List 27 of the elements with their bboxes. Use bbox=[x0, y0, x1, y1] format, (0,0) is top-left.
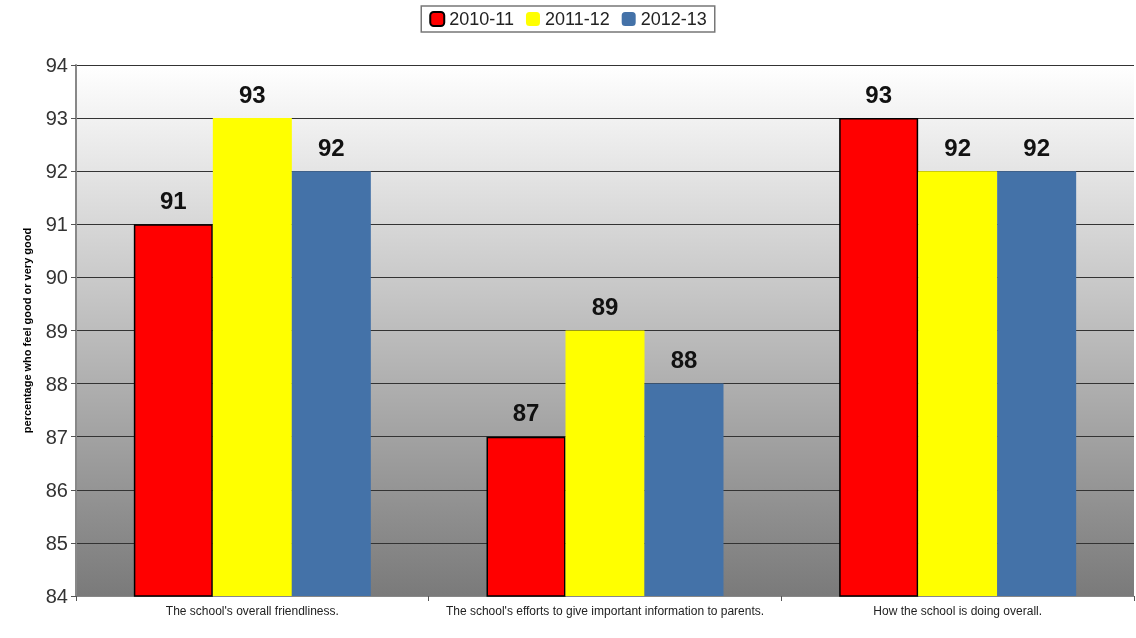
y-tick-label: 93 bbox=[45, 107, 68, 130]
data-label: 92 bbox=[1023, 133, 1051, 161]
data-label: 92 bbox=[317, 133, 345, 161]
data-label: 89 bbox=[591, 293, 619, 320]
data-label: 87 bbox=[512, 399, 540, 427]
data-label: 92 bbox=[944, 133, 972, 161]
y-tick-label: 85 bbox=[45, 531, 68, 554]
x-tick-label: The school's overall friendliness. bbox=[165, 604, 339, 618]
legend-label: 2010-11 bbox=[449, 9, 514, 29]
y-tick-label: 86 bbox=[45, 478, 68, 501]
legend-label: 2011-12 bbox=[544, 9, 610, 29]
y-tick-label: 90 bbox=[45, 266, 68, 289]
y-axis-title: percentage who feel good or very good bbox=[20, 227, 33, 434]
y-tick-label: 88 bbox=[45, 372, 68, 395]
data-label: 91 bbox=[159, 186, 187, 214]
y-tick-label: 94 bbox=[45, 54, 68, 76]
data-label: 93 bbox=[238, 80, 266, 108]
data-label: 93 bbox=[865, 80, 893, 108]
y-tick-label: 91 bbox=[45, 213, 68, 236]
y-tick-label: 89 bbox=[45, 319, 68, 342]
y-tick-label: 92 bbox=[45, 160, 68, 183]
x-tick-label: The school's efforts to give important information to parents. bbox=[445, 604, 765, 618]
x-tick-label: How the school is doing overall. bbox=[873, 604, 1043, 618]
y-tick-label: 87 bbox=[45, 425, 68, 448]
data-label: 88 bbox=[670, 346, 698, 374]
legend-label: 2012-13 bbox=[640, 9, 707, 29]
y-tick-label: 84 bbox=[45, 585, 68, 607]
